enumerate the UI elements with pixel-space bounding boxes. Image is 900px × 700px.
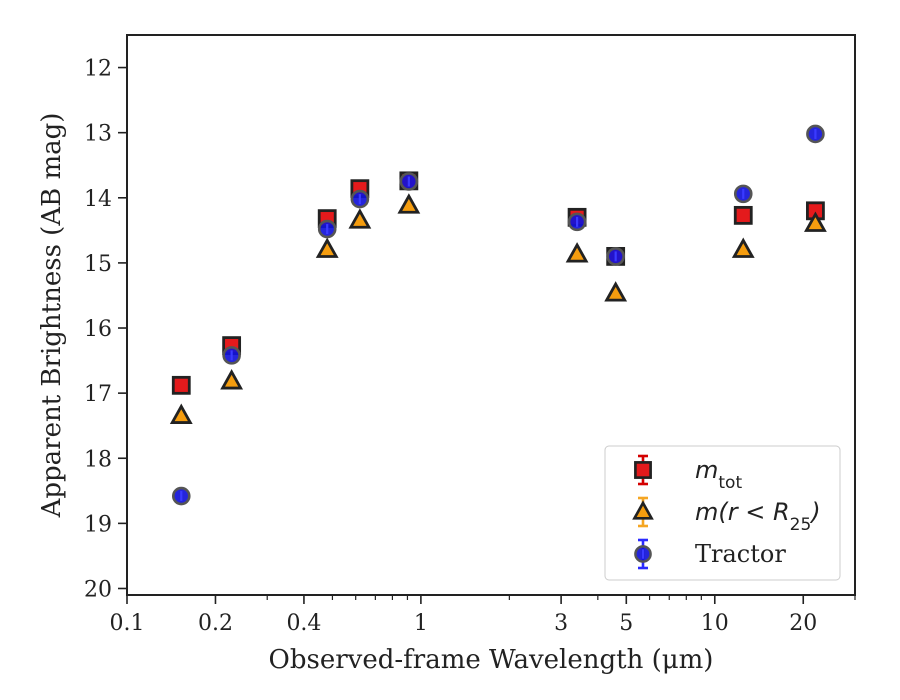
data-point-mr25 <box>220 369 244 390</box>
data-point-tractor <box>567 212 587 232</box>
data-point-tractor <box>733 184 753 204</box>
legend-marker-mtot <box>634 461 652 479</box>
data-point-mr25 <box>731 237 755 258</box>
data-point-mr25 <box>315 237 339 258</box>
y-tick-label: 15 <box>84 252 112 277</box>
data-point-tractor <box>171 486 191 506</box>
data-point-tractor <box>350 189 370 209</box>
legend-mr25-post: ) <box>809 498 820 526</box>
x-axis-label: Observed-frame Wavelength (μm) <box>269 645 714 675</box>
data-point-mr25 <box>604 281 628 302</box>
y-tick-label: 16 <box>84 317 112 342</box>
legend: mtot m(r < R25) Tractor <box>604 445 841 581</box>
y-tick-label: 19 <box>84 512 112 537</box>
x-tick-label: 1 <box>414 611 428 636</box>
y-tick-label: 13 <box>84 122 112 147</box>
x-tick-label: 20 <box>789 611 817 636</box>
legend-marker-tractor <box>634 545 652 563</box>
legend-mr25-sub: 25 <box>790 515 812 535</box>
x-tick-label: 5 <box>619 611 633 636</box>
data-point-mr25 <box>169 403 193 424</box>
legend-mtot-sub: tot <box>718 473 742 493</box>
data-markers <box>169 124 827 506</box>
data-point-mr25 <box>348 208 372 229</box>
legend-markers <box>632 454 654 570</box>
legend-box <box>604 445 841 581</box>
plot-frame <box>126 34 856 596</box>
x-tick-label: 0.1 <box>110 611 145 636</box>
y-tick-label: 14 <box>84 187 112 212</box>
y-tick-label: 12 <box>84 57 112 82</box>
legend-marker-mr25 <box>632 500 654 520</box>
x-tick-label: 0.4 <box>286 611 321 636</box>
data-point-tractor <box>806 124 825 144</box>
y-tick-label: 17 <box>84 382 112 407</box>
y-axis-label: Apparent Brightness (AB mag) <box>37 113 67 519</box>
data-point-tractor <box>317 219 337 239</box>
x-tick-label: 0.2 <box>198 611 233 636</box>
legend-label-mtot: mtot <box>695 456 742 493</box>
data-point-tractor <box>222 346 241 365</box>
legend-label-mr25: m(r < R25) <box>695 498 821 535</box>
data-point-tractor <box>606 247 625 266</box>
data-point-mr25 <box>397 193 421 214</box>
x-tick-label: 10 <box>701 611 729 636</box>
legend-mtot-main: m <box>695 456 718 484</box>
data-point-mtot <box>171 375 191 395</box>
y-tick-label: 20 <box>84 577 112 602</box>
data-point-tractor <box>399 172 419 191</box>
data-point-mr25 <box>804 211 827 232</box>
y-tick-label: 18 <box>84 447 112 472</box>
data-point-mr25 <box>565 242 589 263</box>
x-tick-label: 3 <box>554 611 568 636</box>
legend-mr25-pre: m(r < R <box>695 498 790 526</box>
data-point-mtot <box>733 205 753 225</box>
legend-label-tractor: Tractor <box>695 540 786 568</box>
